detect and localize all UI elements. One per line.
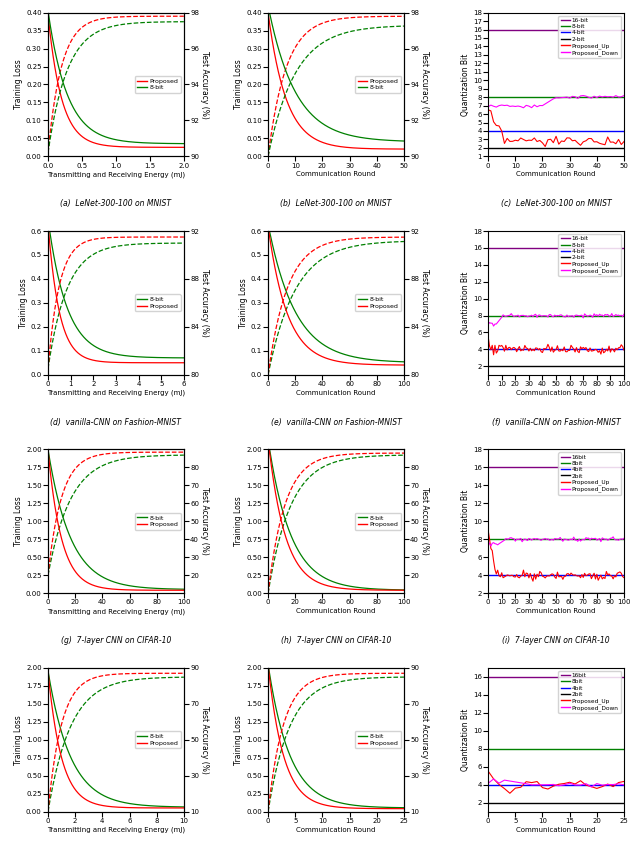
Y-axis label: Training Loss: Training Loss [234,60,243,109]
Text: (e)  vanilla-CNN on Fashion-MNIST: (e) vanilla-CNN on Fashion-MNIST [271,418,401,427]
Y-axis label: Training Loss: Training Loss [19,278,28,328]
Text: (c)  LeNet-300-100 on MNIST: (c) LeNet-300-100 on MNIST [500,199,611,209]
Y-axis label: Training Loss: Training Loss [14,496,23,546]
Y-axis label: Test Accuracy (%): Test Accuracy (%) [420,706,429,774]
Legend: 8-bit, Proposed: 8-bit, Proposed [355,731,401,748]
Y-axis label: Quantization Bit: Quantization Bit [461,490,470,553]
Legend: 8-bit, Proposed: 8-bit, Proposed [135,731,180,748]
Text: (b)  LeNet-300-100 on MNIST: (b) LeNet-300-100 on MNIST [280,199,392,209]
Y-axis label: Test Accuracy (%): Test Accuracy (%) [200,706,209,774]
Y-axis label: Quantization Bit: Quantization Bit [461,53,470,116]
Text: (f)  vanilla-CNN on Fashion-MNIST: (f) vanilla-CNN on Fashion-MNIST [492,418,620,427]
Legend: 16-bit, 8-bit, 4-bit, 2-bit, Proposed_Up, Proposed_Down: 16-bit, 8-bit, 4-bit, 2-bit, Proposed_Up… [559,234,621,277]
Legend: 8-bit, Proposed: 8-bit, Proposed [355,513,401,530]
Legend: 16bit, 8bit, 4bit, 2bit, Proposed_Up, Proposed_Down: 16bit, 8bit, 4bit, 2bit, Proposed_Up, Pr… [559,452,621,495]
X-axis label: Transmitting and Receiving Energy (mJ): Transmitting and Receiving Energy (mJ) [47,608,185,615]
X-axis label: Communication Round: Communication Round [296,172,376,177]
Legend: Proposed, 8-bit: Proposed, 8-bit [355,76,401,93]
Y-axis label: Training Loss: Training Loss [239,278,248,328]
X-axis label: Communication Round: Communication Round [296,389,376,396]
X-axis label: Transmitting and Receiving Energy (mJ): Transmitting and Receiving Energy (mJ) [47,172,185,177]
X-axis label: Communication Round: Communication Round [516,172,596,177]
X-axis label: Communication Round: Communication Round [516,827,596,833]
X-axis label: Transmitting and Receiving Energy (mJ): Transmitting and Receiving Energy (mJ) [47,389,185,396]
X-axis label: Communication Round: Communication Round [296,608,376,614]
Y-axis label: Training Loss: Training Loss [234,715,243,764]
X-axis label: Communication Round: Communication Round [516,389,596,396]
Y-axis label: Test Accuracy (%): Test Accuracy (%) [200,269,209,336]
Y-axis label: Test Accuracy (%): Test Accuracy (%) [420,488,429,555]
Legend: 8-bit, Proposed: 8-bit, Proposed [135,513,180,530]
Y-axis label: Test Accuracy (%): Test Accuracy (%) [420,50,429,119]
Legend: 8-bit, Proposed: 8-bit, Proposed [355,294,401,311]
Text: (d)  vanilla-CNN on Fashion-MNIST: (d) vanilla-CNN on Fashion-MNIST [51,418,181,427]
Legend: 16-bit, 8-bit, 4-bit, 2-bit, Proposed_Up, Proposed_Down: 16-bit, 8-bit, 4-bit, 2-bit, Proposed_Up… [559,15,621,58]
Y-axis label: Test Accuracy (%): Test Accuracy (%) [420,269,429,336]
Legend: Proposed, 8-bit: Proposed, 8-bit [135,76,180,93]
Y-axis label: Quantization Bit: Quantization Bit [461,272,470,334]
Y-axis label: Test Accuracy (%): Test Accuracy (%) [200,488,209,555]
X-axis label: Communication Round: Communication Round [296,827,376,833]
Text: (a)  LeNet-300-100 on MNIST: (a) LeNet-300-100 on MNIST [60,199,172,209]
Text: (h)  7-layer CNN on CIFAR-10: (h) 7-layer CNN on CIFAR-10 [281,637,391,645]
Y-axis label: Training Loss: Training Loss [234,496,243,546]
Text: (i)  7-layer CNN on CIFAR-10: (i) 7-layer CNN on CIFAR-10 [502,637,610,645]
X-axis label: Communication Round: Communication Round [516,608,596,614]
Y-axis label: Training Loss: Training Loss [14,60,23,109]
Legend: 8-bit, Proposed: 8-bit, Proposed [135,294,180,311]
Legend: 16bit, 8bit, 4bit, 2bit, Proposed_Up, Proposed_Down: 16bit, 8bit, 4bit, 2bit, Proposed_Up, Pr… [559,671,621,713]
Text: (g)  7-layer CNN on CIFAR-10: (g) 7-layer CNN on CIFAR-10 [61,637,171,645]
X-axis label: Transmitting and Receiving Energy (mJ): Transmitting and Receiving Energy (mJ) [47,827,185,833]
Y-axis label: Quantization Bit: Quantization Bit [461,708,470,771]
Y-axis label: Training Loss: Training Loss [14,715,23,764]
Y-axis label: Test Accuracy (%): Test Accuracy (%) [200,50,209,119]
